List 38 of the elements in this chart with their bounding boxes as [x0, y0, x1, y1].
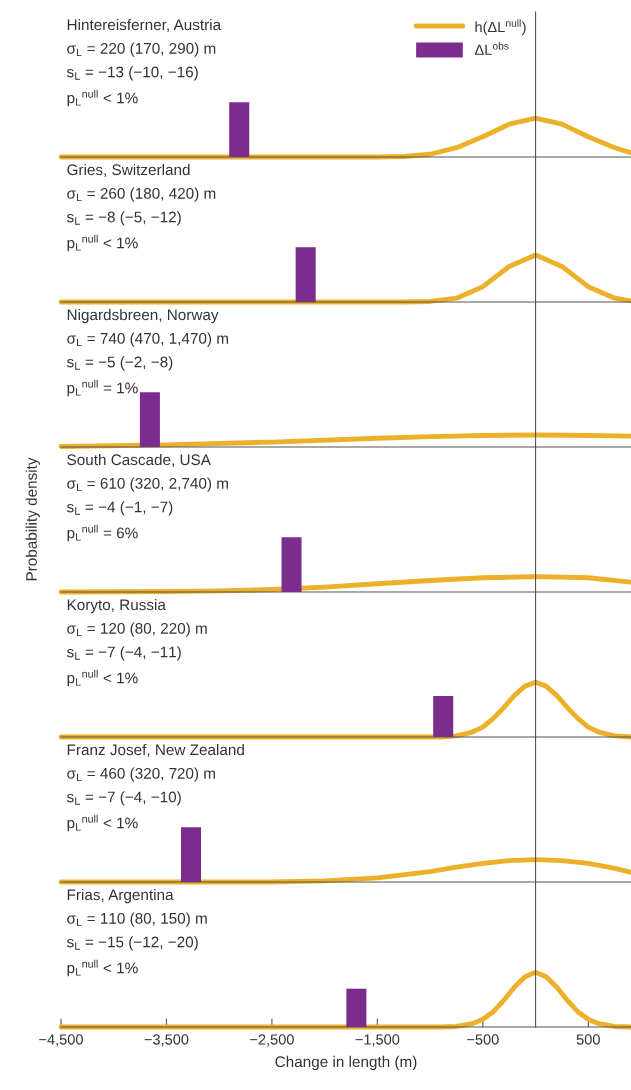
x-tick-label: −1,500: [355, 1034, 400, 1047]
text: s$_{L}$ = −7 (−4, −10): [66, 791, 181, 806]
x-tick-label: −2,500: [250, 1034, 294, 1047]
text: s$_{L}$ = −4 (−1, −7): [66, 501, 173, 516]
annotation: p$_{L}$$^{null}$ < 1%: [67, 234, 138, 252]
text: σ$_{L}$ = 110 (80, 150) m: [67, 912, 207, 927]
text: σ$_{L}$ = 260 (180, 420) m: [67, 187, 216, 202]
annotation: p$_{L}$$^{null}$ < 1%: [67, 814, 138, 832]
text: σ$_{L}$ = 460 (320, 720) m: [67, 767, 215, 782]
chart-title: Frias, Argentina: [67, 888, 174, 904]
text: s$_{L}$ = −13 (−10, −16): [66, 66, 198, 81]
text: σ$_{L}$ = 610 (320, 2,740) m: [67, 477, 228, 492]
legend-label: h(ΔL$^{null}$): [475, 19, 526, 36]
text: σ$_{L}$ = 120 (80, 220) m: [67, 622, 207, 637]
text: s$_{L}$ = −8 (−5, −12): [66, 211, 181, 226]
text: σ$_{L}$ = 220 (170, 290) m: [67, 42, 216, 57]
legend-label: ΔL$^{obs}$: [474, 42, 509, 55]
text: s$_{L}$ = −5 (−2, −8): [66, 356, 173, 371]
chart-title: Franz Josef, New Zealand: [67, 743, 244, 757]
chart-title: Koryto, Russia: [67, 598, 166, 614]
chart-title: Hintereisferner, Austria: [67, 18, 222, 32]
chart-title: Gries, Switzerland: [67, 163, 190, 177]
x-tick-label: 500: [576, 1034, 600, 1045]
annotation: p$_{L}$$^{null}$ < 1%: [67, 669, 138, 687]
chart-title: Nigardsbreen, Norway: [67, 308, 219, 324]
text: s$_{L}$ = −7 (−4, −11): [66, 646, 181, 661]
text: σ$_{L}$ = 740 (470, 1,470) m: [67, 332, 228, 347]
chart-title: South Cascade, USA: [67, 453, 211, 467]
x-tick-label: −3,500: [144, 1034, 189, 1047]
x-axis-title: Change in length (m): [275, 1055, 417, 1071]
x-tick-label: −4,500: [39, 1034, 83, 1047]
x-tick-label: −500: [467, 1034, 499, 1045]
annotation: p$_{L}$$^{null}$ < 1%: [67, 89, 138, 107]
annotation: p$_{L}$$^{null}$ < 1%: [67, 959, 138, 977]
annotation: p$_{L}$$^{null}$ = 1%: [67, 379, 138, 397]
text: s$_{L}$ = −15 (−12, −20): [66, 936, 198, 951]
y-axis-title: Probability density: [25, 457, 40, 581]
annotation: p$_{L}$$^{null}$ = 6%: [67, 524, 138, 542]
